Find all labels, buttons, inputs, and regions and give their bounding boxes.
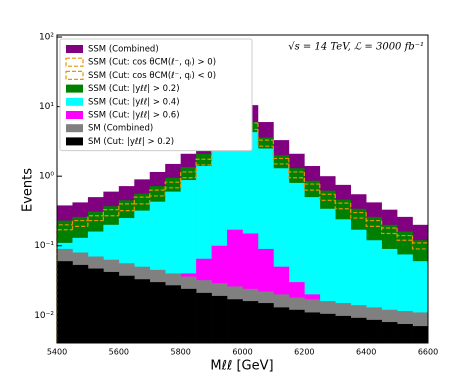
- dashed-step: [288, 163, 305, 179]
- legend-label: SSM (Cut: |yℓℓ| > 0.2): [88, 84, 180, 94]
- dashed-step: [319, 190, 336, 201]
- dashed-step: [133, 203, 150, 211]
- legend-label: SSM (Combined): [88, 45, 159, 55]
- dashed-step: [149, 195, 166, 204]
- y-tick-label: 10⁻²: [34, 311, 54, 321]
- legend-swatch: [66, 137, 83, 146]
- dashed-step: [257, 129, 274, 147]
- bar: [397, 324, 413, 343]
- y-axis-label: Events: [21, 168, 36, 212]
- legend-swatch: [65, 70, 84, 81]
- dashed-step: [118, 210, 135, 216]
- legend-label: SSM (Cut: cos θCM(ℓ⁻, qᵢ) < 0): [88, 71, 216, 81]
- x-tick-label: 5600: [109, 348, 129, 357]
- dashed-step: [350, 208, 367, 219]
- dashed-step: [87, 215, 104, 221]
- x-tick-label: 6400: [356, 348, 376, 357]
- y-tick-label: 10¹: [39, 102, 54, 112]
- bar: [149, 282, 166, 343]
- x-tick-label: 6200: [294, 348, 314, 357]
- x-tick-label: 6600: [418, 348, 438, 357]
- dashed-step: [164, 187, 181, 196]
- dashed-step: [303, 177, 320, 191]
- dashed-step: [365, 218, 382, 227]
- dashed-step: [334, 200, 351, 210]
- bar: [335, 315, 352, 343]
- legend-swatch: [66, 97, 83, 106]
- dashed-step: [396, 233, 413, 241]
- bar: [118, 275, 135, 343]
- legend-swatch: [66, 111, 83, 119]
- legend-swatch: [65, 57, 84, 67]
- y-tick-label: 10⁰: [39, 172, 54, 182]
- dashed-step: [71, 225, 88, 230]
- x-tick-label: 5800: [170, 348, 190, 357]
- dashed-step: [133, 196, 150, 204]
- bar: [273, 307, 290, 343]
- dashed-step: [411, 240, 428, 250]
- bar: [412, 326, 429, 343]
- bar: [103, 271, 120, 343]
- dashed-step: [195, 158, 212, 172]
- x-tick-label: 6000: [232, 348, 252, 357]
- bar: [57, 261, 73, 343]
- legend-swatch: [66, 45, 83, 53]
- bar: [196, 292, 212, 343]
- bar: [87, 268, 104, 343]
- bar: [257, 303, 274, 343]
- dashed-step: [381, 226, 398, 235]
- bar: [211, 295, 228, 343]
- x-axis-label: Mℓℓ [GeV]: [210, 359, 273, 374]
- bar: [134, 279, 151, 343]
- dashed-step: [149, 189, 166, 198]
- bar: [180, 288, 197, 343]
- legend-swatch: [66, 84, 83, 93]
- annotation: √s = 14 TeV, ℒ = 3000 fb⁻¹: [288, 42, 424, 53]
- bar: [72, 264, 89, 343]
- bar: [227, 299, 243, 343]
- legend-label: SSM (Cut: cos θCM(ℓ⁻, qᵢ) > 0): [88, 58, 216, 68]
- y-tick-label: 10⁻¹: [34, 241, 54, 251]
- x-tick-label: 5400: [47, 348, 67, 357]
- dashed-step: [118, 203, 135, 210]
- legend-label: SM (Cut: |yℓℓ| > 0.2): [88, 137, 174, 147]
- dashed-step: [71, 219, 88, 225]
- dashed-step: [102, 215, 119, 221]
- legend-label: SSM (Cut: |yℓℓ| > 0.4): [88, 97, 180, 107]
- legend-swatch: [66, 124, 83, 133]
- y-tick-label: 10²: [39, 33, 54, 43]
- bar: [304, 312, 321, 343]
- dashed-step: [180, 177, 197, 188]
- bar: [350, 317, 367, 343]
- bar: [366, 319, 382, 343]
- bar: [381, 322, 398, 343]
- dashed-step: [257, 123, 274, 141]
- bar: [165, 285, 181, 343]
- legend-label: SM (Combined): [88, 124, 153, 134]
- dashed-step: [102, 209, 119, 216]
- bar: [242, 301, 259, 343]
- dashed-step: [195, 164, 212, 178]
- dashed-step: [87, 219, 104, 227]
- bar: [288, 309, 305, 343]
- legend-label: SSM (Cut: |yℓℓ| > 0.6): [88, 111, 180, 121]
- bar: [319, 313, 336, 343]
- legend-box: [59, 38, 253, 152]
- dashed-step: [319, 184, 336, 195]
